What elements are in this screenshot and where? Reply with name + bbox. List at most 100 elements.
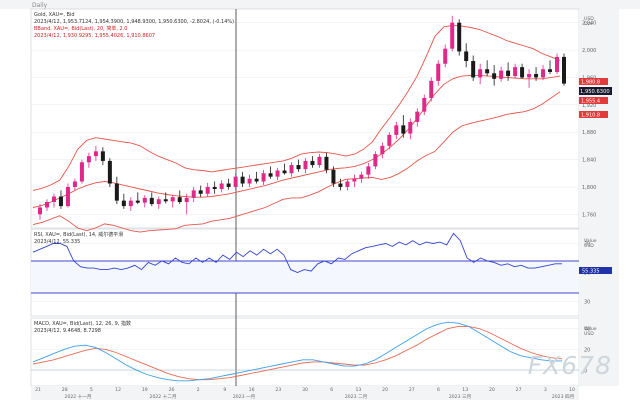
candle-body (387, 134, 392, 146)
candle-body (324, 156, 329, 170)
candle-body (471, 61, 476, 78)
rsi-shade (31, 261, 579, 293)
candle-body (457, 22, 462, 52)
watermark-logo: FX678 (527, 351, 612, 380)
x-tick-month: 2022 十二月 (150, 393, 177, 400)
x-tick-day: 27 (409, 387, 415, 393)
rsi-value-tag (579, 267, 612, 274)
candle-body (261, 173, 266, 182)
candle-body (380, 145, 385, 155)
candle-body (317, 156, 322, 166)
candle-body (86, 156, 91, 163)
candle-body (478, 69, 483, 78)
candle-body (38, 207, 42, 215)
x-tick-month: 2023 四月 (552, 394, 574, 400)
x-tick-day: 3 (544, 387, 547, 393)
x-axis-strip (31, 386, 579, 400)
rsi-y-unit-line: USD (584, 243, 594, 249)
macd-y-unit-line: Value (584, 326, 597, 332)
candle-body (422, 97, 427, 112)
price-y-tick: 1,760 (582, 212, 596, 218)
candle-body (450, 22, 455, 49)
x-tick-day: 19 (142, 387, 148, 393)
candle-body (128, 200, 133, 207)
candle-body (205, 186, 210, 194)
candle-body (58, 196, 63, 207)
x-tick-day: 20 (489, 387, 495, 393)
candle-body (275, 170, 280, 177)
candle-body (51, 196, 56, 202)
rsi-y-tick: 30 (584, 300, 590, 306)
macd-series (32, 321, 563, 382)
upper-band-label: 1,980.8 (581, 80, 600, 86)
x-tick-day: 26 (169, 387, 175, 393)
x-tick-month: 2022 十一月 (65, 393, 92, 400)
rsi-line (32, 232, 562, 273)
x-tick-day: 2 (197, 387, 200, 393)
candle-body (310, 160, 315, 166)
candle-body (548, 69, 553, 72)
x-tick-day: 6 (330, 387, 333, 393)
price-y-unit-line: Ozs (584, 21, 593, 27)
candle-body (184, 197, 189, 202)
mid-band-tag (579, 97, 608, 104)
candle-body (373, 154, 378, 167)
candle-body (191, 190, 196, 198)
lower-band-tag (579, 111, 608, 118)
x-tick-day: 16 (249, 387, 255, 393)
candle-body (359, 174, 364, 179)
macd-panel (30, 317, 580, 387)
candle-body (163, 199, 168, 202)
rsi-series (32, 232, 562, 273)
upper-band-tag (579, 78, 608, 85)
candle-body (408, 121, 413, 134)
candle-body (289, 165, 294, 174)
rsi-value-label: 55.335 (582, 269, 600, 275)
candle-body (331, 169, 336, 184)
macd-y-tick: 20 (584, 347, 590, 353)
price-panel (30, 8, 580, 229)
x-tick-day: 23 (275, 387, 281, 393)
macd-grid (31, 328, 579, 371)
candle-body (541, 69, 546, 78)
macd-signal-line (32, 325, 563, 381)
candle-body (303, 160, 308, 170)
candle-body (352, 178, 357, 182)
price-header-line2: 2023/4/12, 1,953.7124, 1,954.3900, 1,948… (34, 19, 234, 25)
candle-body (79, 162, 84, 182)
candle-body (198, 190, 203, 194)
price-y-tick: 1,920 (582, 103, 596, 109)
x-tick-month: 2023 一月 (233, 394, 255, 400)
candle-body (254, 178, 259, 182)
price-y-tick: 1,800 (582, 185, 596, 191)
price-y-tick: 1,880 (582, 130, 596, 136)
candle-body (114, 183, 119, 201)
candlestick-series (38, 15, 566, 220)
candle-body (247, 178, 252, 184)
last-price-tag (579, 87, 612, 95)
candle-body (366, 166, 371, 175)
candle-body (212, 186, 217, 189)
price-y-unit-line: USD (584, 16, 594, 22)
corner-label: Daily (32, 2, 48, 9)
macd-y-tick: 0 (584, 368, 587, 374)
rsi-header-line2: 2023/4/12, 55.335 (34, 239, 80, 245)
price-y-tick: 1,840 (582, 158, 596, 164)
candle-body (135, 200, 140, 203)
candle-body (443, 48, 448, 64)
x-axis-days: 21 28 5 12 19 26 2 9 16 23 30 6 13 20 27 6 13 20 27 3 10 (35, 387, 575, 393)
candle-body (268, 173, 273, 177)
candle-body (436, 63, 441, 81)
candle-body (121, 200, 126, 207)
macd-y-axis: 40 20 0 Value USD (584, 326, 597, 374)
rsi-y-unit: Value USD (584, 238, 597, 249)
candle-body (506, 70, 511, 77)
x-tick-day: 28 (62, 387, 68, 393)
x-tick-day: 9 (223, 387, 226, 393)
x-tick-day: 30 (302, 387, 308, 393)
mid-band-label: 1,955.4 (581, 99, 600, 105)
candle-body (527, 74, 532, 78)
candle-body (233, 176, 238, 187)
x-tick-day: 21 (35, 387, 41, 393)
macd-y-tick: 40 (584, 326, 590, 332)
